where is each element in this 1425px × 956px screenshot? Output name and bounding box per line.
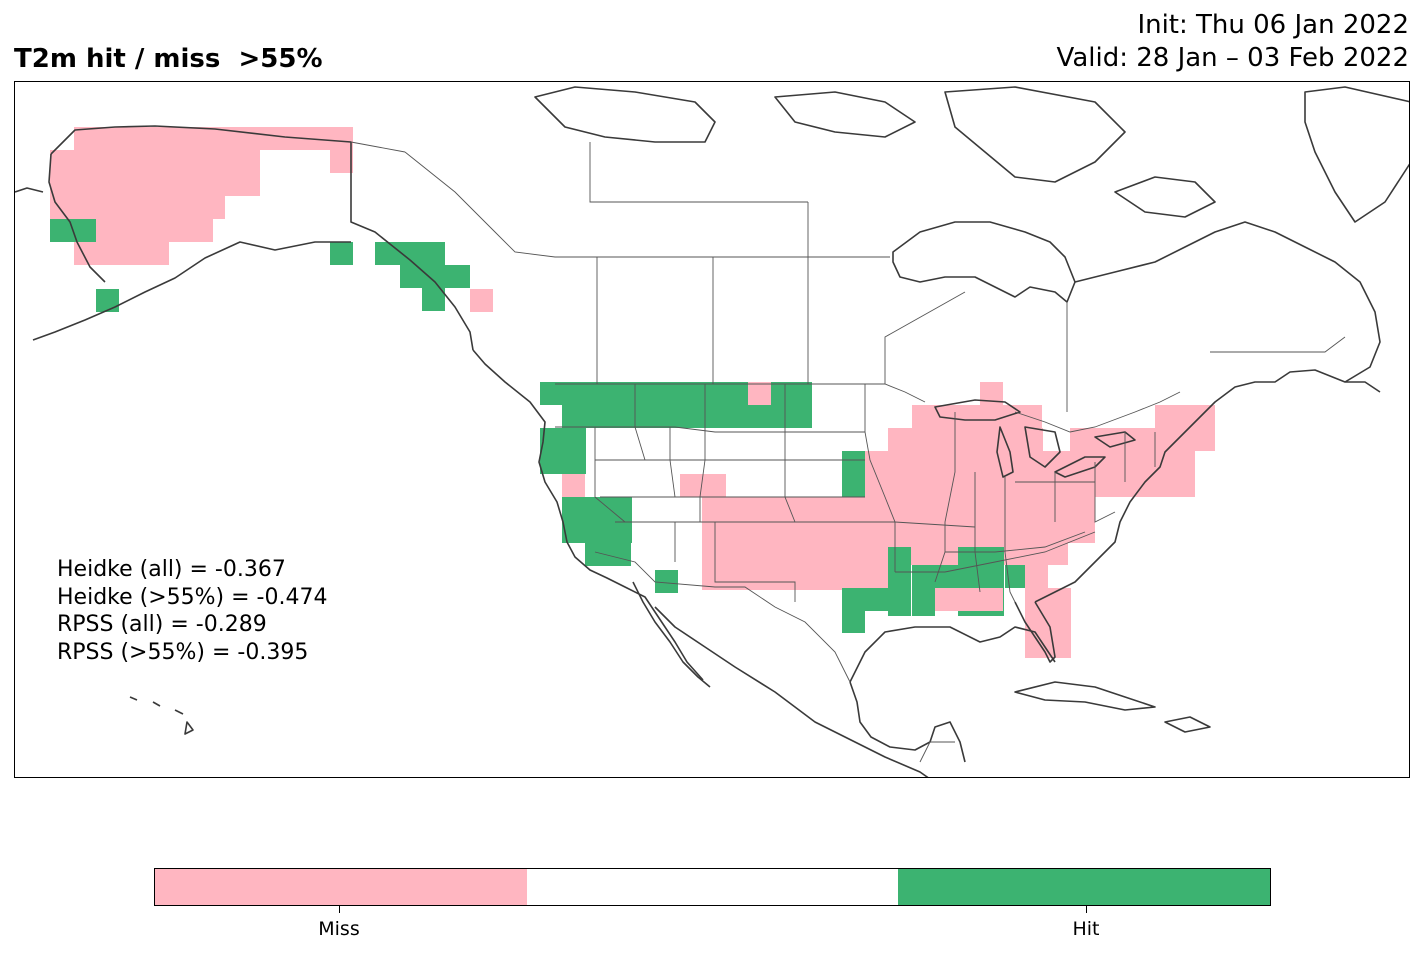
coastlines	[15, 86, 1409, 777]
init-date: Init: Thu 06 Jan 2022	[1137, 10, 1409, 40]
miss-cell	[912, 405, 1042, 428]
hit-cell	[655, 570, 678, 593]
heidke-55-score: Heidke (>55%) = -0.474	[57, 584, 328, 610]
miss-cell	[980, 588, 1003, 611]
miss-cell	[795, 542, 895, 565]
colorbar-tick-hit	[1086, 905, 1087, 913]
colorbar-tick-miss	[339, 905, 340, 913]
hit-cell	[935, 565, 958, 588]
hit-cell	[585, 543, 631, 566]
miss-cell	[330, 127, 353, 173]
hit-cell	[422, 288, 445, 311]
hit-cell	[540, 428, 586, 474]
miss-cell	[935, 588, 981, 611]
miss-cell	[470, 289, 493, 312]
miss-cell	[50, 196, 225, 219]
hit-cell	[562, 497, 632, 543]
rpss-55-score: RPSS (>55%) = -0.395	[57, 639, 309, 665]
colorbar	[154, 868, 1271, 906]
miss-cell	[680, 474, 726, 497]
hit-cell	[632, 382, 812, 428]
colorbar-neutral-segment	[526, 869, 899, 905]
miss-cell	[888, 428, 1043, 451]
hit-cell	[842, 610, 865, 633]
miss-cell	[50, 173, 260, 196]
map-frame	[14, 81, 1410, 778]
valid-period: Valid: 28 Jan – 03 Feb 2022	[1056, 43, 1409, 73]
hit-cell	[842, 588, 892, 611]
miss-cell	[74, 127, 353, 150]
map-svg	[15, 86, 1409, 777]
hit-cell	[1005, 565, 1028, 588]
miss-cell	[1025, 565, 1048, 588]
chart-title: T2m hit / miss >55%	[14, 44, 323, 74]
miss-cell	[748, 382, 771, 405]
miss-cell	[50, 150, 260, 173]
miss-cell	[1065, 451, 1195, 497]
miss-cell	[865, 451, 1070, 497]
colorbar-miss-segment	[155, 869, 527, 905]
colorbar-label-hit: Hit	[1072, 918, 1100, 940]
hit-cell	[540, 382, 655, 405]
miss-cell	[980, 382, 1003, 405]
hit-cell	[888, 547, 911, 616]
hit-cell	[842, 451, 865, 497]
miss-cell	[74, 242, 169, 265]
colorbar-label-miss: Miss	[318, 918, 360, 940]
borders	[350, 141, 1346, 763]
colorbar-hit-segment	[898, 869, 1271, 905]
grid-cells	[50, 127, 1215, 658]
hit-cell	[375, 242, 445, 265]
hit-cell	[562, 405, 632, 428]
miss-cell	[865, 497, 1095, 543]
miss-cell	[820, 565, 890, 588]
verification-scores: Heidke (all) = -0.367 Heidke (>55%) = -0…	[57, 556, 327, 666]
hit-cell	[400, 265, 470, 288]
hit-cell	[912, 565, 935, 616]
hit-cell	[330, 242, 353, 265]
miss-cell	[96, 219, 213, 242]
hit-cell	[96, 289, 119, 312]
rpss-all-score: RPSS (all) = -0.289	[57, 612, 267, 637]
miss-cell	[562, 474, 585, 497]
heidke-all-score: Heidke (all) = -0.367	[57, 557, 286, 582]
